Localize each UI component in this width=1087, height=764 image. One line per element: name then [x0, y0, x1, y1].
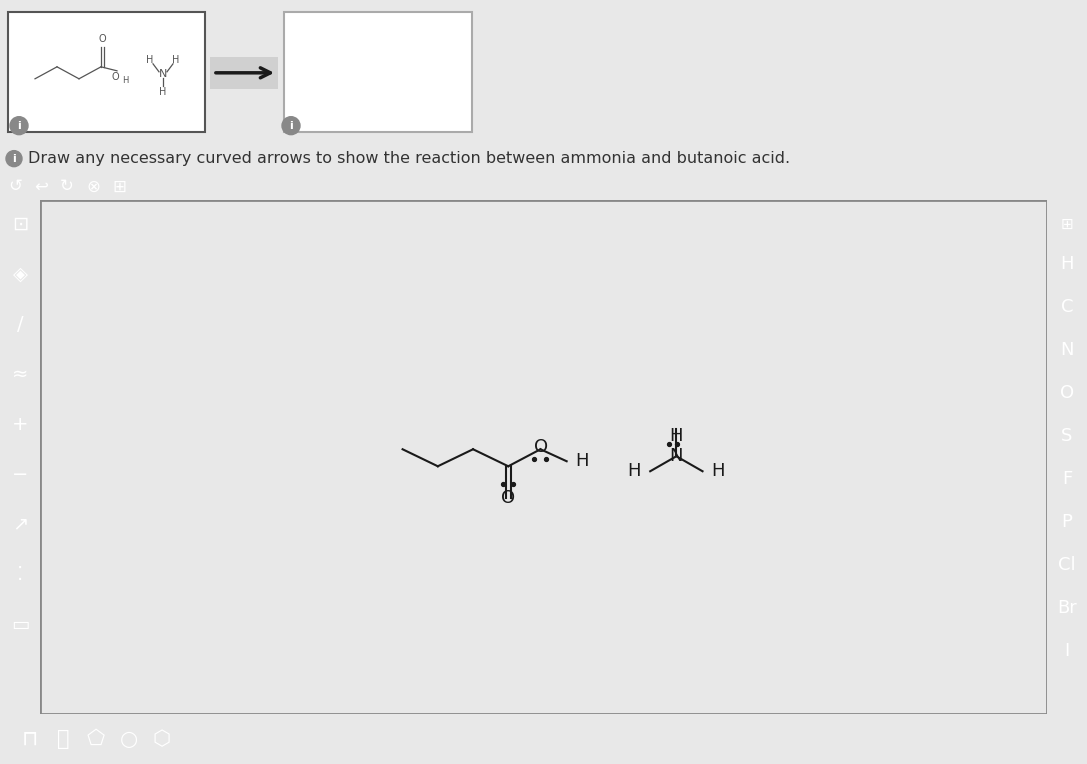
Text: ⬡: ⬡: [153, 729, 171, 749]
Text: F: F: [1062, 471, 1072, 488]
Circle shape: [282, 117, 300, 134]
Text: N: N: [159, 69, 167, 79]
Text: ⊗: ⊗: [86, 177, 100, 196]
Text: C: C: [1061, 298, 1073, 316]
Bar: [8, 12, 205, 131]
Text: H: H: [122, 76, 128, 86]
Text: H: H: [147, 55, 153, 65]
Text: H: H: [576, 452, 589, 471]
Text: ↺: ↺: [8, 177, 22, 196]
Text: ⊡: ⊡: [12, 215, 28, 234]
Text: i: i: [289, 121, 292, 131]
Text: ↩: ↩: [34, 177, 48, 196]
Text: ⊞: ⊞: [1061, 217, 1073, 231]
Text: N: N: [1060, 342, 1074, 359]
Text: ⊞: ⊞: [112, 177, 126, 196]
Text: H: H: [173, 55, 179, 65]
Text: Br: Br: [1057, 599, 1077, 617]
Text: ○: ○: [120, 729, 138, 749]
Text: i: i: [12, 154, 16, 163]
Text: ⊓: ⊓: [22, 729, 38, 749]
Text: ▭: ▭: [11, 615, 29, 634]
Text: P: P: [1061, 513, 1073, 531]
Text: ⬠: ⬠: [87, 729, 105, 749]
Text: +: +: [12, 415, 28, 434]
Text: i: i: [17, 121, 21, 131]
Bar: [210, 57, 278, 89]
Text: H: H: [160, 87, 166, 97]
Text: H: H: [627, 462, 641, 481]
Text: H: H: [712, 462, 725, 481]
Text: O: O: [1060, 384, 1074, 402]
Text: O: O: [98, 34, 105, 44]
Circle shape: [7, 151, 22, 167]
Text: −: −: [12, 465, 28, 484]
Text: ↻: ↻: [60, 177, 74, 196]
Text: I: I: [1064, 643, 1070, 660]
Text: O: O: [111, 72, 118, 82]
Text: ⌣: ⌣: [57, 729, 70, 749]
Text: /: /: [16, 315, 24, 334]
Text: H: H: [1060, 255, 1074, 274]
Text: O: O: [501, 489, 515, 507]
Text: Draw any necessary curved arrows to show the reaction between ammonia and butano: Draw any necessary curved arrows to show…: [28, 151, 790, 166]
Text: ↗: ↗: [12, 515, 28, 534]
Text: ≈: ≈: [12, 364, 28, 384]
Bar: [284, 12, 472, 131]
Text: N: N: [670, 447, 683, 465]
Text: H: H: [670, 427, 683, 445]
Text: Cl: Cl: [1058, 556, 1076, 575]
Text: ⁚: ⁚: [17, 565, 23, 584]
Text: O: O: [535, 439, 549, 456]
Text: S: S: [1061, 427, 1073, 445]
Circle shape: [10, 117, 28, 134]
Text: ◈: ◈: [13, 264, 27, 283]
